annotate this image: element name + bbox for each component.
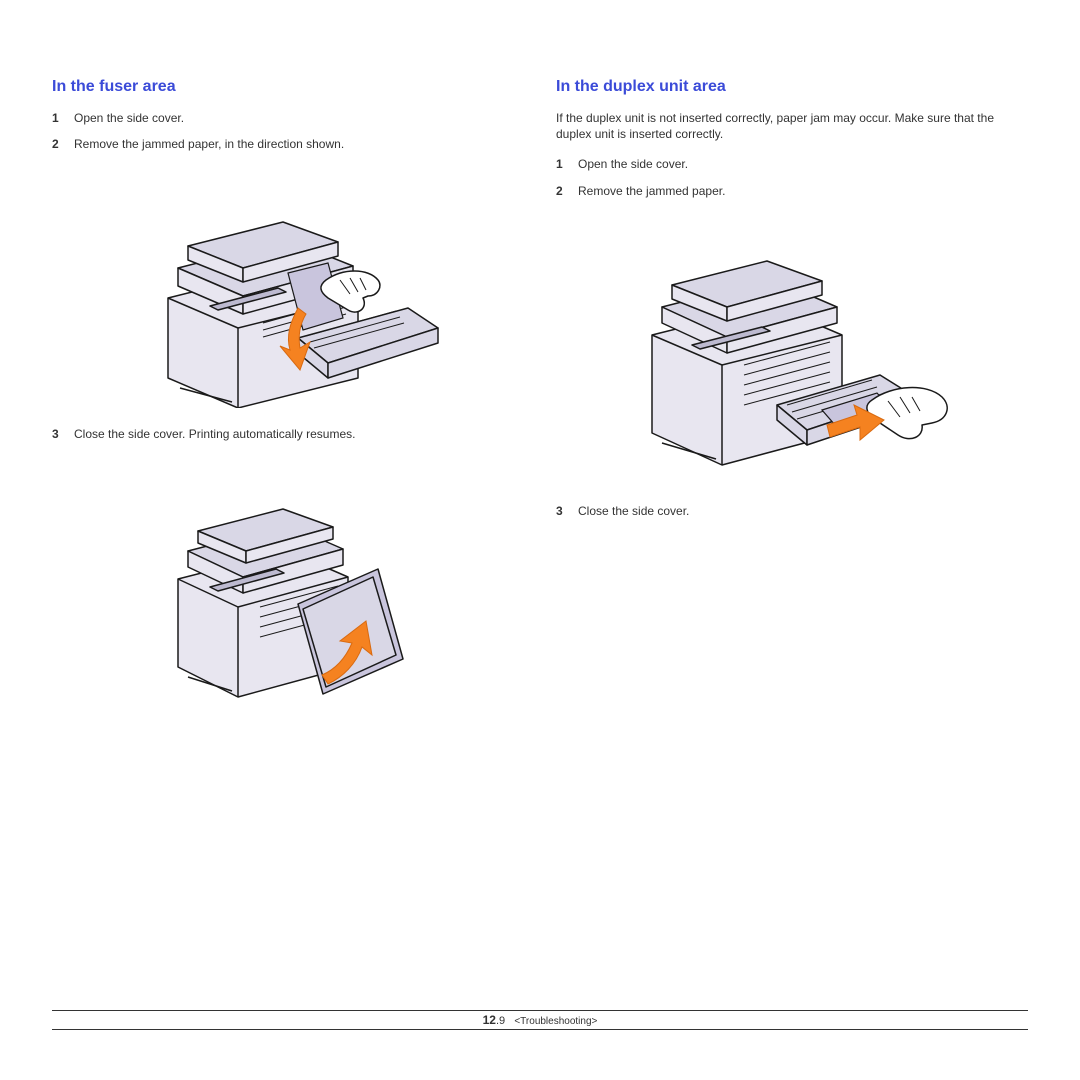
step-text: Remove the jammed paper. — [578, 183, 725, 199]
left-column: In the fuser area 1 Open the side cover.… — [52, 78, 524, 1040]
page-number-minor: .9 — [496, 1015, 505, 1027]
fuser-illustration-1 — [52, 168, 524, 408]
step-text: Open the side cover. — [578, 156, 688, 172]
duplex-illustration — [556, 215, 1028, 485]
step-number: 2 — [52, 136, 62, 152]
step-number: 1 — [52, 110, 62, 126]
step-row: 2 Remove the jammed paper, in the direct… — [52, 136, 524, 152]
page-body: In the fuser area 1 Open the side cover.… — [52, 78, 1028, 1040]
step-number: 3 — [556, 503, 566, 519]
step-text: Close the side cover. — [578, 503, 689, 519]
right-column: In the duplex unit area If the duplex un… — [556, 78, 1028, 1040]
step-number: 3 — [52, 426, 62, 442]
step-row: 1 Open the side cover. — [556, 156, 1028, 172]
step-text: Open the side cover. — [74, 110, 184, 126]
step-row: 1 Open the side cover. — [52, 110, 524, 126]
step-number: 1 — [556, 156, 566, 172]
step-number: 2 — [556, 183, 566, 199]
chapter-name: <Troubleshooting> — [514, 1016, 597, 1027]
duplex-title: In the duplex unit area — [556, 78, 1028, 96]
step-row: 3 Close the side cover. — [556, 503, 1028, 519]
fuser-illustration-2 — [52, 459, 524, 709]
fuser-title: In the fuser area — [52, 78, 524, 96]
step-row: 3 Close the side cover. Printing automat… — [52, 426, 524, 442]
page-footer: 12.9 <Troubleshooting> — [52, 1010, 1028, 1030]
step-text: Remove the jammed paper, in the directio… — [74, 136, 344, 152]
page-number-major: 12 — [483, 1013, 496, 1027]
duplex-intro: If the duplex unit is not inserted corre… — [556, 110, 1028, 142]
step-row: 2 Remove the jammed paper. — [556, 183, 1028, 199]
step-text: Close the side cover. Printing automatic… — [74, 426, 355, 442]
